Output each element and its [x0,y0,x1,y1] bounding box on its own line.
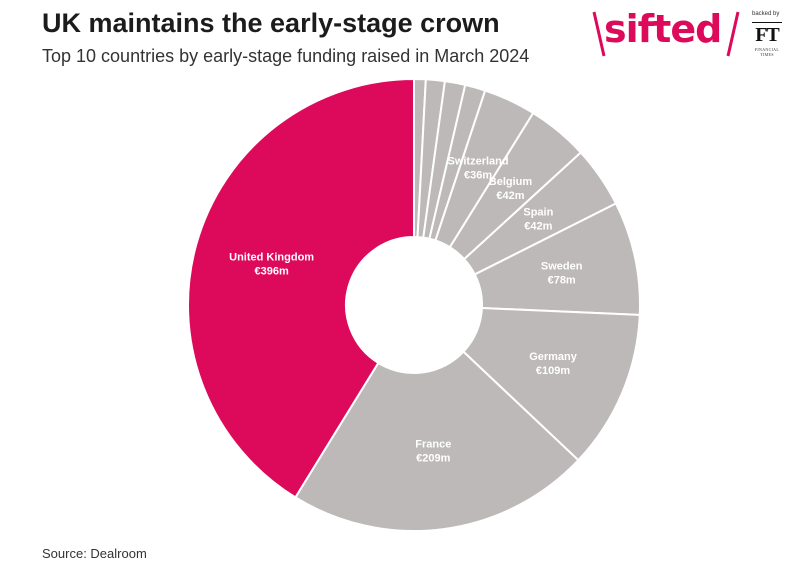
ft-logo: FT FINANCIAL TIMES [752,22,782,59]
slice-value-sweden: €78m [548,274,576,286]
slice-label-spain: Spain [523,206,553,218]
slice-label-switzerland: Switzerland [447,155,508,167]
slice-label-sweden: Sweden [541,260,583,272]
slice-value-united-kingdom: €396m [254,266,288,278]
slice-label-belgium: Belgium [489,176,533,188]
backed-by-text: backed by [752,11,780,17]
ft-logo-subtext: FINANCIAL TIMES [754,47,780,57]
slice-value-belgium: €42m [496,190,524,202]
logo-slash-icon [592,11,606,57]
sifted-logo: sifted backed by FT FINANCIAL TIMES [592,7,797,60]
logo-wordmark: sifted [604,7,722,51]
ft-logo-letters: FT [755,24,780,46]
slice-united-kingdom [187,77,415,499]
slice-label-france: France [415,439,451,451]
chart-title: UK maintains the early-stage crown [42,8,500,38]
slice-value-spain: €42m [524,220,552,232]
slice-germany [462,306,641,462]
slice-label-germany: Germany [529,351,578,363]
slice-value-france: €209m [416,453,450,465]
slice-value-switzerland: €36m [464,169,492,181]
slice-france [294,350,580,532]
slice-group [187,77,641,532]
slice-label-united-kingdom: United Kingdom [229,252,314,264]
source-note: Source: Dealroom [42,546,147,561]
chart-subtitle: Top 10 countries by early-stage funding … [42,46,530,66]
logo-divider-icon [726,11,740,57]
slice-value-germany: €109m [536,365,570,377]
